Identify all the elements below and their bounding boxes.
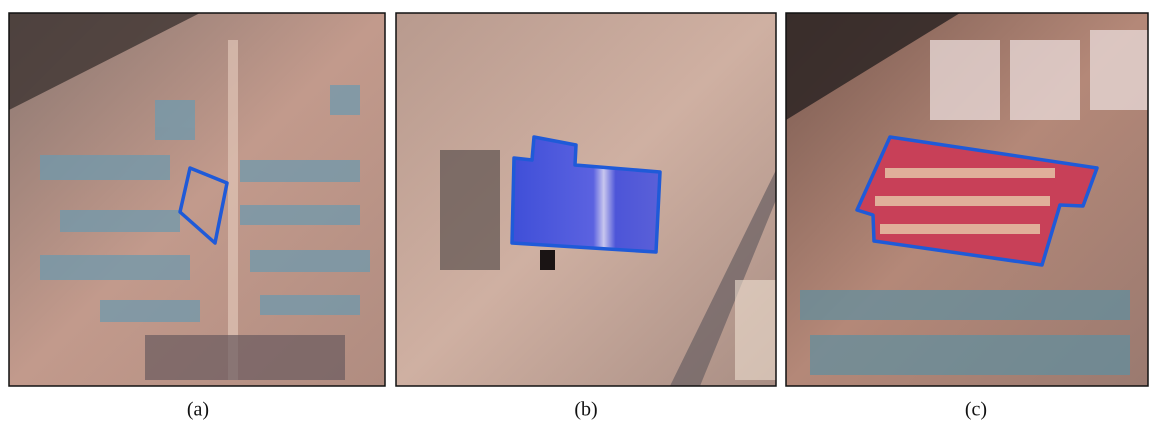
- panel-a: [9, 13, 385, 386]
- shadow: [540, 250, 555, 270]
- buildings: [735, 280, 776, 380]
- panel-label: (b): [574, 399, 597, 421]
- path: [228, 40, 238, 380]
- buildings: [145, 335, 345, 380]
- greenhouse-rows: [930, 30, 1148, 120]
- greenhouse-highlights: [875, 168, 1055, 234]
- panel-c: [786, 13, 1148, 386]
- panel-label: (c): [965, 399, 987, 421]
- panel-b: [396, 13, 776, 386]
- building: [440, 150, 500, 270]
- figure: (a) (b) (c): [0, 0, 1153, 430]
- panel-label: (a): [187, 399, 209, 421]
